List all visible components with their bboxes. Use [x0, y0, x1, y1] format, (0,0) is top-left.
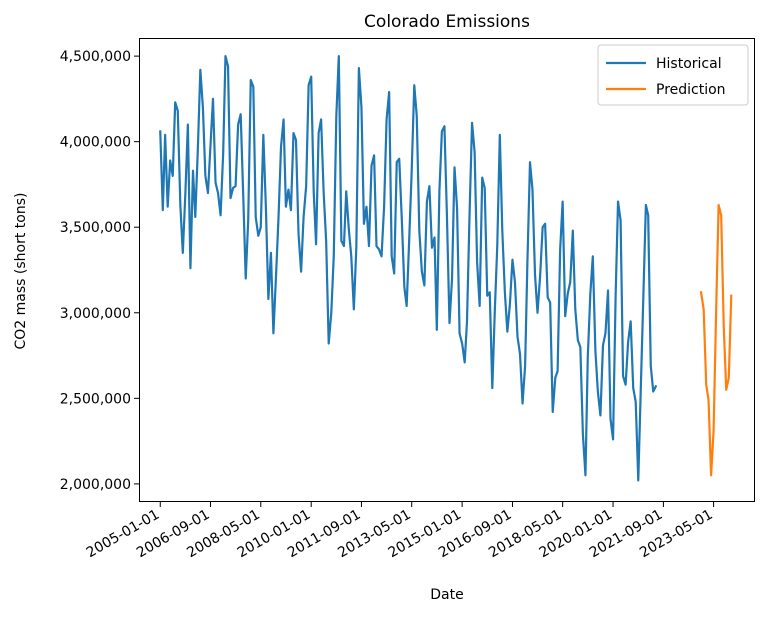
y-tick-label: 3,500,000 [60, 220, 131, 236]
series-lines [159, 55, 733, 482]
series-line-historical [159, 55, 658, 482]
chart-title: Colorado Emissions [364, 12, 530, 32]
y-tick-label: 3,000,000 [60, 306, 131, 322]
legend-label-prediction: Prediction [656, 82, 726, 98]
series-line-prediction [699, 203, 733, 477]
legend-label-historical: Historical [656, 56, 722, 72]
y-axis-label: CO2 mass (short tons) [13, 193, 29, 350]
y-tick-label: 2,000,000 [60, 477, 131, 493]
y-tick-label: 2,500,000 [60, 391, 131, 407]
plot-frame [139, 38, 755, 502]
y-tick-label: 4,000,000 [60, 135, 131, 151]
y-tick-label: 4,500,000 [60, 49, 131, 65]
y-axis-ticks: 2,000,000 2,500,000 3,000,000 3,500,000 4,00… [60, 49, 140, 493]
chart-legend: Historical Prediction [597, 44, 749, 106]
x-axis-label: Date [430, 587, 463, 603]
